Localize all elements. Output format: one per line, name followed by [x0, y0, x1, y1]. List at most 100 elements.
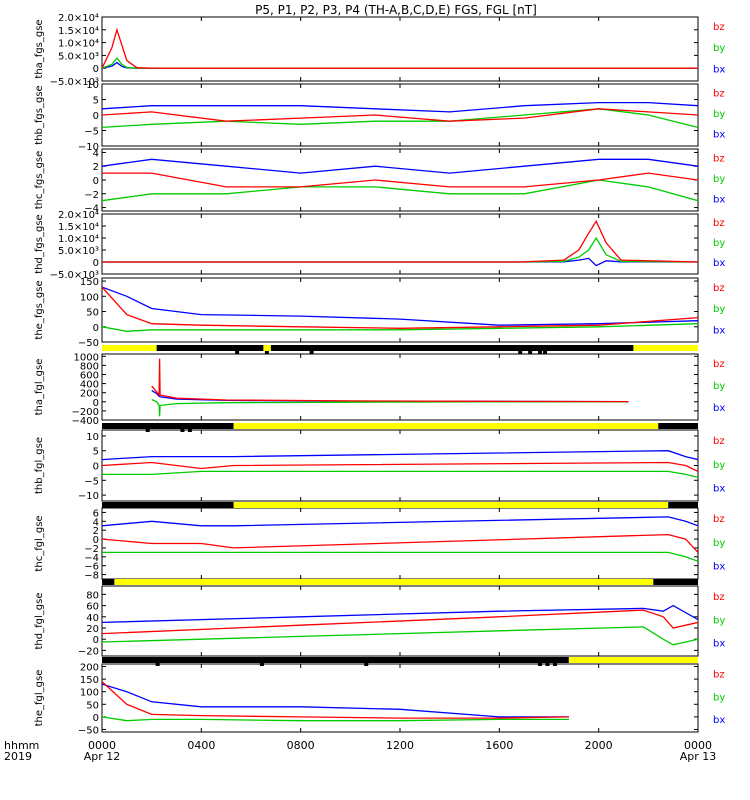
series-bz-line	[102, 609, 698, 635]
series-bz-line	[102, 219, 698, 263]
date-label: Apr 12	[84, 750, 121, 763]
series-by-line	[102, 108, 698, 129]
ytick-label: −200	[72, 407, 99, 418]
mode-segment	[633, 345, 698, 351]
ytick-label: 50	[86, 308, 99, 319]
series-bz-line	[102, 286, 698, 329]
panel-the_fgs_gse: 150 100 50 0 −50 the_fgs_gse bz by bx	[34, 277, 725, 349]
series-bz-line	[102, 108, 698, 122]
series-bx-line	[102, 158, 698, 174]
legend-bx: bx	[713, 195, 725, 206]
series-group	[151, 358, 629, 417]
panel-thb_fgl_gse: 10 5 0 −5 −10 thb_fgl_gse bz by bx	[34, 429, 725, 502]
mode-mark	[538, 351, 543, 354]
series-bz-line	[151, 358, 629, 403]
ytick-label: 0	[93, 323, 99, 334]
series-by-line	[102, 716, 569, 722]
series-bz-line	[102, 461, 698, 472]
legend-by: by	[713, 174, 725, 185]
ytick-label: −5	[84, 127, 99, 138]
mode-mark	[155, 663, 160, 666]
panel-frame	[101, 429, 699, 502]
series-group	[102, 681, 569, 722]
panel-frame	[101, 83, 699, 147]
ytick-label: −20	[78, 646, 99, 657]
ylabel: tha_fgl_gse	[34, 359, 45, 416]
ytick-label: −2	[84, 544, 99, 555]
legend-bx: bx	[713, 403, 725, 414]
mode-segment	[568, 657, 698, 663]
ytick-label: 150	[80, 675, 99, 686]
mode-mark	[259, 663, 264, 666]
series-by-line	[102, 626, 698, 646]
ytick-label: −2	[84, 190, 99, 201]
legend-bx: bx	[713, 562, 725, 573]
ytick-label: 10	[86, 432, 99, 443]
ytick-label: −5.0×10³	[50, 270, 99, 281]
ytick-label: 0	[93, 176, 99, 187]
mode-mark	[309, 351, 314, 354]
ylabel: thd_fgl_gse	[34, 593, 45, 650]
mode-segment	[233, 502, 669, 508]
ytick-label: 60	[86, 602, 99, 613]
ytick-label: 200	[80, 389, 99, 400]
ytick-label: 0	[93, 398, 99, 409]
series-by-line	[102, 179, 698, 202]
legend-by: by	[713, 43, 725, 54]
legend-bz: bz	[713, 153, 725, 164]
ytick-label: 4	[93, 148, 99, 159]
ytick-label: 1.5×10⁴	[58, 222, 99, 233]
plot-title: P5, P1, P2, P3, P4 (TH-A,B,C,D,E) FGS, F…	[255, 3, 537, 17]
ytick-label: 2.0×10⁴	[58, 13, 99, 24]
mode-segment	[102, 345, 157, 351]
series-group	[102, 516, 698, 562]
series-group	[102, 27, 698, 69]
series-bx-line	[102, 450, 698, 461]
mode-bar	[102, 579, 698, 585]
legend-by: by	[713, 381, 725, 392]
ytick-label: 10	[86, 80, 99, 91]
series-by-line	[102, 470, 698, 478]
series-bz-line	[102, 533, 698, 553]
ytick-label: −5.0×10³	[50, 77, 99, 88]
time-row-label-hhmm: hhmm	[4, 739, 39, 752]
legend-bz: bz	[713, 22, 725, 33]
ytick-label: 0	[93, 111, 99, 122]
mode-mark	[145, 429, 150, 432]
ytick-label: 1000	[74, 352, 99, 363]
ytick-label: 20	[86, 624, 99, 635]
legend-by: by	[713, 304, 725, 315]
mode-segment	[156, 345, 264, 351]
series-group	[102, 450, 698, 478]
ytick-label: 1.0×10⁴	[58, 234, 99, 245]
ytick-label: 600	[80, 370, 99, 381]
series-bx-line	[102, 516, 698, 527]
legend-bz: bz	[713, 436, 725, 447]
ytick-label: 200	[80, 663, 99, 674]
xtick-label: 1200	[386, 739, 414, 752]
mode-segment	[270, 345, 634, 351]
mode-bar	[102, 657, 698, 666]
ytick-label: −10	[78, 491, 99, 502]
ytick-label: 0	[93, 258, 99, 269]
series-by-line	[102, 551, 698, 562]
mode-mark	[518, 351, 523, 354]
legend-bz: bz	[713, 514, 725, 525]
series-bz-line	[102, 172, 698, 188]
legend-bz: bz	[713, 218, 725, 229]
ytick-label: 0	[93, 713, 99, 724]
ytick-label: −50	[78, 338, 99, 349]
legend-bx: bx	[713, 64, 725, 75]
series-bx-line	[102, 101, 698, 113]
series-group	[102, 604, 698, 646]
mode-bar	[102, 423, 698, 432]
ytick-label: 5	[93, 447, 99, 458]
xtick-label: 0800	[287, 739, 315, 752]
legend-bx: bx	[713, 258, 725, 269]
mode-segment	[233, 423, 659, 429]
panel-frame	[101, 663, 699, 733]
series-group	[102, 158, 698, 202]
